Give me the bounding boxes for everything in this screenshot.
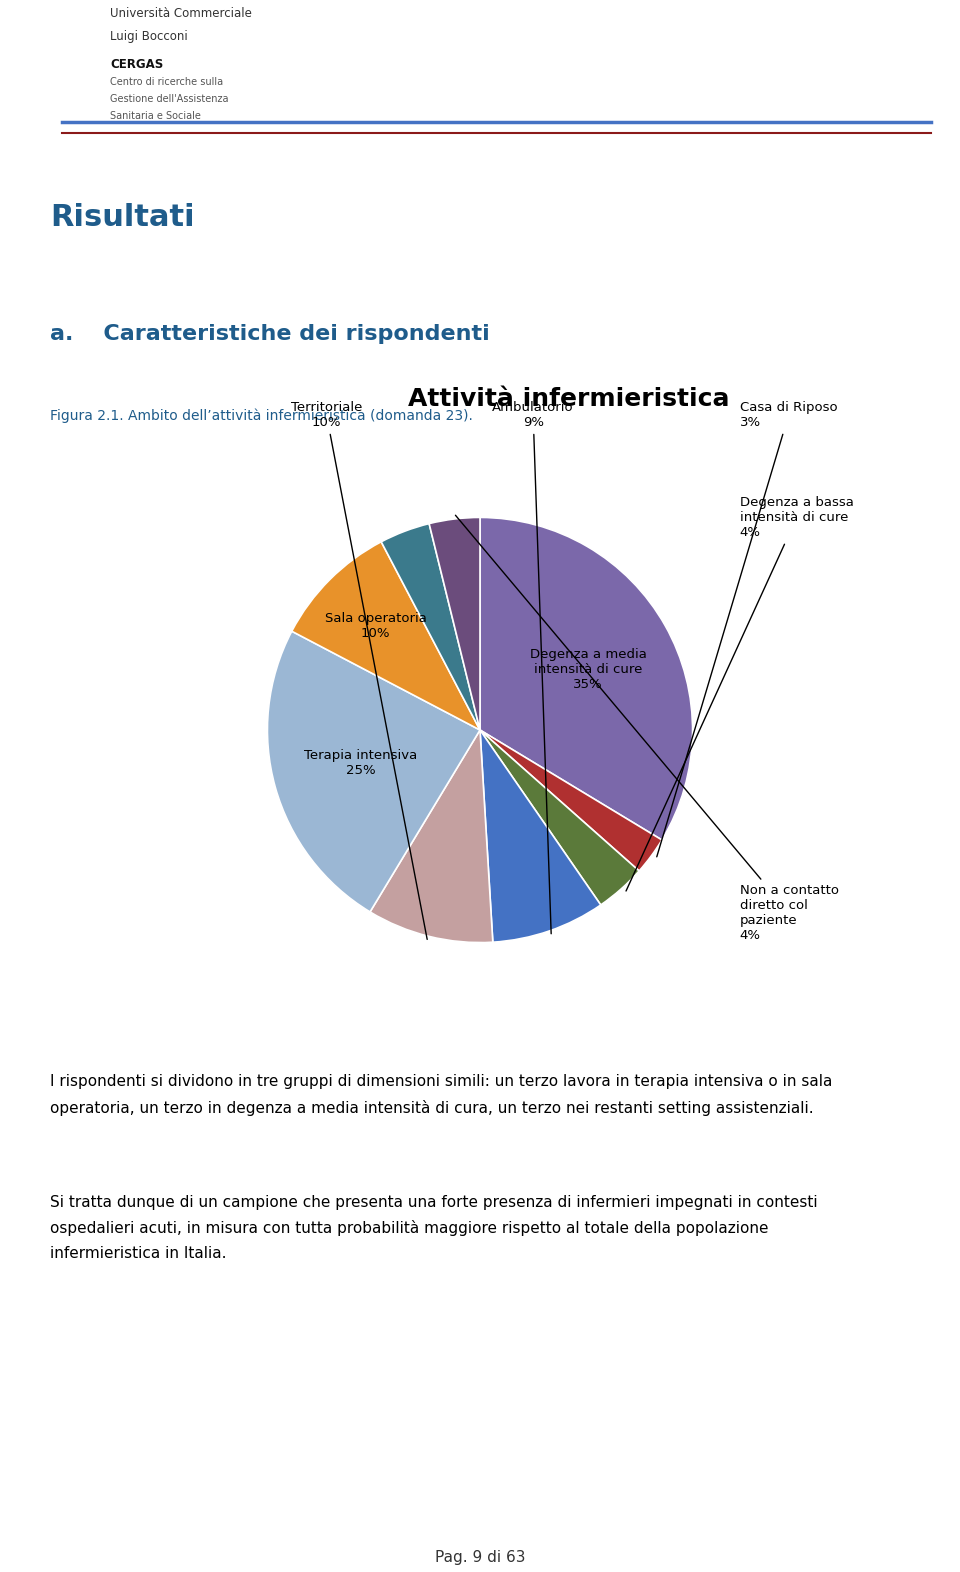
- Text: Risultati: Risultati: [50, 203, 195, 233]
- Wedge shape: [480, 729, 601, 942]
- Text: a.  Caratteristiche dei rispondenti: a. Caratteristiche dei rispondenti: [50, 324, 490, 344]
- Text: Centro di ricerche sulla: Centro di ricerche sulla: [110, 77, 224, 88]
- Text: Ambulatorio
9%: Ambulatorio 9%: [492, 401, 574, 934]
- Text: Pag. 9 di 63: Pag. 9 di 63: [435, 1550, 525, 1566]
- Text: Non a contatto
diretto col
paziente
4%: Non a contatto diretto col paziente 4%: [455, 516, 839, 942]
- Text: Degenza a media
intensità di cure
35%: Degenza a media intensità di cure 35%: [530, 648, 646, 690]
- Text: Territoriale
10%: Territoriale 10%: [291, 401, 427, 940]
- Text: Terapia intensiva
25%: Terapia intensiva 25%: [304, 750, 418, 777]
- Text: Luigi Bocconi: Luigi Bocconi: [110, 30, 188, 44]
- Wedge shape: [480, 729, 639, 905]
- Wedge shape: [370, 729, 492, 943]
- Text: Università Commerciale: Università Commerciale: [110, 6, 252, 20]
- Text: Degenza a bassa
intensità di cure
4%: Degenza a bassa intensità di cure 4%: [626, 495, 853, 891]
- Text: Attività infermieristica: Attività infermieristica: [408, 387, 730, 412]
- Text: Figura 2.1. Ambito dell’attività infermieristica (domanda 23).: Figura 2.1. Ambito dell’attività infermi…: [50, 409, 473, 423]
- Wedge shape: [381, 523, 480, 729]
- Text: I rispondenti si dividono in tre gruppi di dimensioni simili: un terzo lavora in: I rispondenti si dividono in tre gruppi …: [50, 1074, 832, 1116]
- Text: Gestione dell'Assistenza: Gestione dell'Assistenza: [110, 94, 228, 104]
- Wedge shape: [268, 632, 480, 912]
- Wedge shape: [480, 729, 661, 871]
- Text: CERGAS: CERGAS: [110, 58, 163, 71]
- Wedge shape: [292, 542, 480, 729]
- Wedge shape: [429, 517, 480, 729]
- Text: Sala operatoria
10%: Sala operatoria 10%: [324, 612, 426, 640]
- Text: Sanitaria e Sociale: Sanitaria e Sociale: [110, 110, 202, 121]
- Wedge shape: [480, 517, 692, 839]
- Text: Casa di Riposo
3%: Casa di Riposo 3%: [657, 401, 837, 857]
- Text: Si tratta dunque di un campione che presenta una forte presenza di infermieri im: Si tratta dunque di un campione che pres…: [50, 1195, 818, 1261]
